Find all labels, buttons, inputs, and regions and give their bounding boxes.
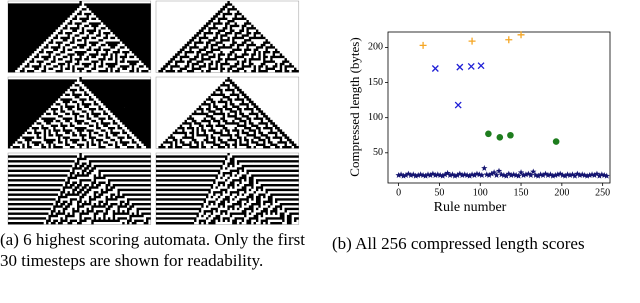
point bbox=[574, 170, 581, 177]
point bbox=[603, 172, 610, 179]
point bbox=[571, 172, 579, 179]
point bbox=[530, 168, 537, 175]
point bbox=[493, 171, 500, 178]
point bbox=[522, 171, 530, 178]
automaton-cells bbox=[8, 77, 151, 149]
automaton-cells bbox=[8, 1, 151, 73]
point bbox=[515, 172, 522, 179]
y-tick-label: 200 bbox=[368, 42, 383, 53]
point bbox=[410, 171, 417, 178]
point bbox=[412, 172, 419, 179]
automaton-cells bbox=[156, 153, 299, 225]
point bbox=[441, 171, 449, 178]
point bbox=[554, 171, 561, 178]
point bbox=[444, 169, 451, 176]
x-tick-label: 0 bbox=[396, 187, 401, 198]
point bbox=[520, 171, 527, 178]
caption-a: (a) 6 highest scoring automata. Only the… bbox=[0, 230, 305, 270]
point bbox=[432, 171, 439, 178]
point bbox=[586, 171, 593, 178]
point bbox=[557, 170, 564, 177]
point bbox=[566, 171, 574, 178]
point bbox=[400, 172, 407, 179]
point bbox=[517, 31, 525, 39]
point bbox=[505, 36, 513, 44]
x-tick-label: 50 bbox=[434, 187, 444, 198]
y-tick-label: 50 bbox=[373, 147, 383, 158]
y-tick-label: 100 bbox=[368, 112, 383, 123]
point bbox=[576, 171, 583, 178]
point bbox=[503, 172, 510, 179]
plot-frame bbox=[387, 31, 611, 184]
point bbox=[451, 172, 459, 179]
point bbox=[405, 170, 412, 177]
point bbox=[507, 131, 514, 139]
automaton-cells bbox=[8, 153, 151, 225]
point bbox=[569, 171, 576, 178]
y-axis-label: Compressed length (bytes) bbox=[347, 37, 362, 176]
point bbox=[490, 169, 498, 176]
point bbox=[485, 130, 492, 138]
x-tick-label: 100 bbox=[473, 187, 488, 198]
point bbox=[446, 171, 454, 178]
point bbox=[481, 164, 488, 171]
point bbox=[395, 171, 402, 178]
point bbox=[419, 41, 427, 49]
point bbox=[466, 172, 473, 179]
point bbox=[454, 101, 462, 109]
x-tick-label: 250 bbox=[595, 187, 610, 198]
automaton-cells bbox=[158, 1, 299, 73]
point bbox=[535, 172, 542, 179]
point bbox=[397, 171, 405, 178]
point bbox=[527, 171, 534, 178]
point bbox=[539, 171, 547, 178]
point bbox=[544, 171, 552, 178]
point bbox=[486, 171, 493, 178]
point bbox=[456, 170, 463, 177]
point bbox=[488, 170, 495, 177]
point bbox=[525, 170, 532, 177]
point bbox=[431, 65, 439, 72]
point bbox=[422, 172, 429, 179]
point bbox=[429, 170, 437, 177]
automaton-cells bbox=[158, 77, 299, 149]
point bbox=[496, 134, 504, 141]
point bbox=[505, 170, 512, 177]
point bbox=[407, 171, 414, 178]
point bbox=[591, 171, 598, 178]
point bbox=[456, 63, 464, 71]
point bbox=[517, 169, 525, 176]
point bbox=[495, 167, 503, 174]
x-axis-label: Rule number bbox=[434, 200, 507, 215]
point bbox=[542, 170, 549, 177]
point bbox=[552, 171, 559, 178]
point bbox=[477, 62, 485, 70]
point bbox=[468, 37, 476, 45]
caption-b: (b) All 256 compressed length scores bbox=[332, 234, 585, 253]
point bbox=[467, 62, 475, 70]
point bbox=[547, 171, 554, 178]
point bbox=[549, 172, 557, 179]
point bbox=[415, 171, 422, 178]
y-tick-label: 150 bbox=[368, 77, 383, 88]
point bbox=[478, 171, 485, 178]
point bbox=[402, 171, 410, 178]
point bbox=[593, 170, 601, 177]
point bbox=[427, 171, 434, 178]
point bbox=[596, 172, 603, 179]
point bbox=[439, 172, 446, 179]
point bbox=[552, 138, 560, 145]
point bbox=[459, 171, 466, 178]
point bbox=[449, 171, 456, 178]
point bbox=[454, 171, 461, 178]
x-tick-label: 150 bbox=[514, 187, 529, 198]
point bbox=[471, 171, 478, 178]
point bbox=[561, 172, 569, 179]
x-tick-label: 200 bbox=[554, 187, 569, 198]
point bbox=[508, 171, 515, 178]
point bbox=[584, 172, 591, 179]
